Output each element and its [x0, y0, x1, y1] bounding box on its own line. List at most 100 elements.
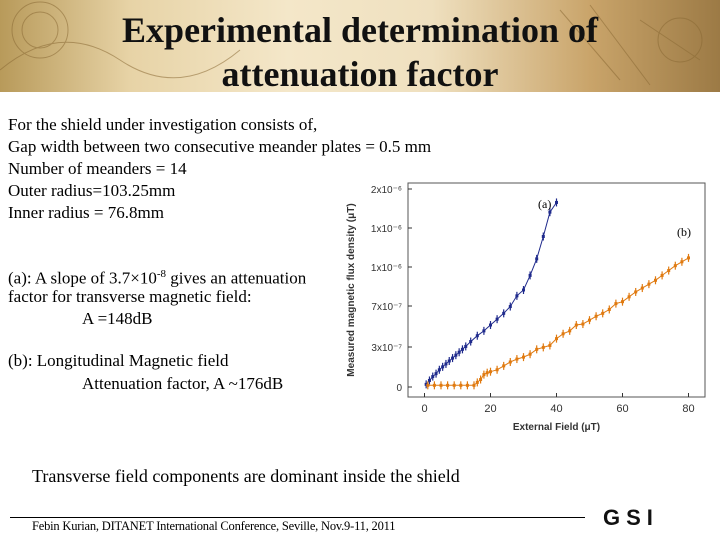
data-point-b	[680, 260, 684, 264]
data-point-b	[465, 383, 469, 387]
annotation-b: (b)	[677, 225, 691, 239]
data-point-b	[432, 383, 436, 387]
note-a-prefix: (a): A slope of 3.7×10	[8, 268, 157, 288]
gsi-logo: GSI	[603, 505, 659, 530]
data-point-b	[502, 364, 506, 368]
note-a-line-1: (a): A slope of 3.7×10-8 gives an attenu…	[8, 264, 306, 289]
intro-line-1: For the shield under investigation consi…	[8, 115, 318, 134]
data-point-b	[508, 360, 512, 364]
x-tick-label: 80	[682, 403, 694, 415]
data-point-b	[568, 329, 572, 333]
data-point-b	[446, 383, 450, 387]
data-point-b	[472, 383, 476, 387]
data-point-a	[489, 323, 492, 327]
x-tick-label: 60	[616, 403, 628, 415]
data-point-b	[475, 380, 479, 384]
x-axis-label: External Field (μT)	[513, 422, 600, 433]
y-tick-label: 1x10⁻⁶	[371, 263, 402, 274]
data-point-a	[548, 210, 552, 214]
series-line-b	[427, 257, 689, 386]
data-point-a	[508, 305, 512, 309]
note-a-line-2: factor for transverse magnetic field:	[8, 287, 252, 306]
x-tick-label: 20	[484, 403, 496, 415]
data-point-b	[654, 278, 657, 282]
data-point-b	[594, 314, 598, 318]
data-point-b	[485, 371, 489, 375]
data-point-b	[588, 318, 591, 322]
plot-frame	[407, 182, 706, 398]
note-b-line-1: (b): Longitudinal Magnetic field	[8, 351, 229, 370]
data-point-a	[502, 311, 506, 315]
intro-line-5: Inner radius = 76.8mm	[8, 203, 164, 222]
slide-title: Experimental determination of attenuatio…	[0, 8, 720, 96]
data-point-b	[601, 311, 605, 315]
annotation-a: (a)	[538, 197, 551, 211]
y-tick-label: 1x10⁻⁶	[371, 224, 402, 235]
data-point-b	[640, 286, 644, 290]
data-point-a	[427, 378, 431, 382]
y-tick-label: 3x10⁻⁷	[371, 343, 402, 354]
data-point-b	[522, 355, 525, 359]
data-point-b	[634, 290, 638, 294]
title-line-1: Experimental determination of	[122, 10, 598, 50]
y-axis-label: Measured magnetic flux density (μT)	[346, 203, 357, 376]
data-point-a	[441, 365, 445, 369]
x-tick-label: 0	[421, 403, 427, 415]
data-point-a	[424, 382, 428, 386]
data-point-b	[574, 323, 578, 327]
data-point-a	[469, 340, 473, 344]
footer-text: Febin Kurian, DITANET International Conf…	[32, 519, 396, 533]
data-point-b	[482, 373, 486, 377]
data-point-b	[621, 300, 624, 304]
data-point-a	[541, 235, 545, 238]
footer-divider	[10, 517, 585, 518]
data-point-a	[464, 344, 468, 348]
note-a-exponent: -8	[156, 268, 167, 280]
note-a-line-3: A =148dB	[82, 309, 153, 328]
y-tick-label: 2x10⁻⁶	[371, 185, 402, 196]
data-point-a	[555, 200, 558, 204]
data-point-b	[627, 295, 631, 299]
data-point-b	[426, 383, 430, 387]
flux-density-chart: 0 20 40 60 80 0 3x10⁻⁷ 7x10⁻⁷ 1x10⁻⁶ 1x10⁻⁶ 2x10⁻⁶…	[346, 182, 706, 433]
data-point-b	[555, 337, 558, 341]
intro-line-2: Gap width between two consecutive meande…	[8, 137, 432, 156]
data-point-a	[457, 350, 461, 354]
data-point-b	[581, 322, 585, 326]
data-point-a	[522, 288, 525, 292]
title-line-2: attenuation factor	[221, 54, 499, 94]
data-point-b	[660, 273, 664, 277]
data-point-b	[541, 345, 545, 349]
data-point-a	[482, 329, 486, 333]
data-point-a	[495, 317, 499, 321]
intro-line-3: Number of meanders = 14	[8, 159, 187, 178]
data-point-b	[495, 368, 499, 372]
data-point-a	[447, 359, 451, 363]
y-tick-label: 7x10⁻⁷	[371, 302, 402, 313]
data-point-b	[515, 357, 519, 361]
data-point-a	[454, 353, 458, 357]
data-point-b	[673, 264, 677, 268]
data-point-b	[535, 347, 539, 351]
data-point-b	[479, 377, 483, 381]
data-point-b	[687, 256, 690, 260]
data-point-b	[459, 383, 463, 387]
data-point-b	[561, 332, 565, 336]
data-point-b	[614, 302, 618, 306]
conclusion-text: Transverse field components are dominant…	[32, 466, 460, 486]
data-point-a	[434, 372, 438, 376]
chart-marks: (a) (b)	[424, 197, 691, 390]
title-banner	[0, 0, 720, 92]
intro-line-4: Outer radius=103.25mm	[8, 181, 176, 200]
data-point-b	[667, 269, 671, 273]
note-b-line-2: Attenuation factor, A ~176dB	[82, 374, 284, 393]
note-a-suffix: gives an attenuation	[166, 268, 307, 288]
data-point-a	[475, 334, 479, 338]
data-point-a	[431, 375, 435, 379]
data-point-b	[439, 383, 443, 387]
data-point-a	[451, 356, 455, 360]
data-point-b	[607, 307, 611, 311]
data-point-b	[528, 352, 532, 356]
data-point-a	[535, 257, 539, 261]
data-point-a	[437, 368, 441, 372]
